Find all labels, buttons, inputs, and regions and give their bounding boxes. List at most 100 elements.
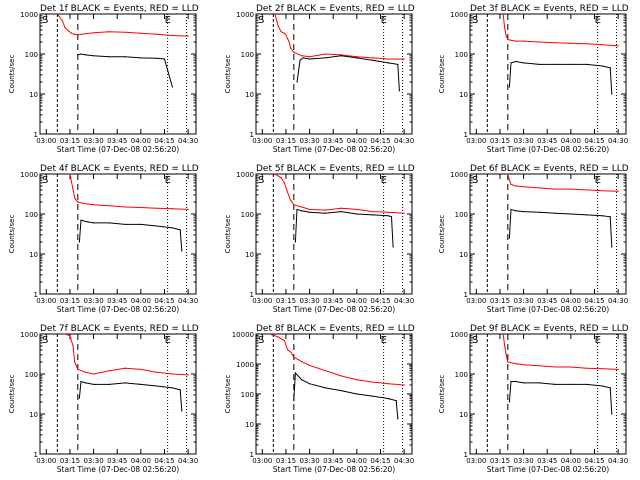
data-point <box>340 54 342 56</box>
x-tick-label: 03:15 <box>490 297 510 305</box>
x-tick-label: 04:15 <box>584 137 604 145</box>
data-point <box>611 413 613 415</box>
x-tick-label: 03:45 <box>107 457 127 465</box>
panel-title: Det 8f BLACK = Events, RED = LLD <box>256 324 415 334</box>
data-point <box>522 186 525 188</box>
data-point <box>554 188 556 190</box>
data-point <box>171 373 173 375</box>
data-point <box>308 56 311 58</box>
data-point <box>372 57 374 59</box>
y-tick-label: 10 <box>29 251 38 259</box>
panel-title: Det 1f BLACK = Events, RED = LLD <box>40 4 199 14</box>
data-point <box>538 187 540 189</box>
x-tick-label: 04:00 <box>561 137 581 145</box>
data-point <box>398 90 400 92</box>
x-tick-label: 03:30 <box>513 457 533 465</box>
plot-frame <box>469 173 627 295</box>
x-tick-label: 03:15 <box>276 297 296 305</box>
x-axis-label: Start Time (07-Dec-08 02:56:20) <box>57 145 179 154</box>
data-point <box>387 383 389 385</box>
x-axis-label: Start Time (07-Dec-08 02:56:20) <box>487 145 609 154</box>
panel-title: Det 3f BLACK = Events, RED = LLD <box>470 4 629 14</box>
data-point <box>77 34 79 36</box>
data-point <box>324 370 326 372</box>
data-point <box>372 210 374 213</box>
data-point <box>510 39 512 41</box>
chart-panel-5: Det 5f BLACK = Events, RED = LLDSE110100… <box>224 164 415 314</box>
x-tick-label: 03:30 <box>83 457 103 465</box>
data-point <box>288 41 290 43</box>
data-point <box>395 400 397 402</box>
data-point <box>293 204 295 206</box>
y-tick-label: 1000 <box>450 331 468 339</box>
data-point <box>601 44 603 46</box>
start-marker: S <box>472 15 478 26</box>
data-point <box>515 210 517 212</box>
series-line-lld <box>274 14 405 60</box>
data-point <box>522 40 525 42</box>
data-point <box>293 356 295 358</box>
data-point <box>538 365 540 367</box>
data-point <box>156 385 158 387</box>
data-point <box>74 33 76 35</box>
x-tick-label: 03:30 <box>83 297 103 305</box>
x-tick-label: 04:00 <box>347 457 367 465</box>
series-line-events <box>78 380 183 411</box>
x-tick-label: 03:30 <box>299 297 319 305</box>
x-axis-label: Start Time (07-Dec-08 02:56:20) <box>487 305 609 314</box>
data-point <box>617 190 619 192</box>
data-point <box>502 14 504 15</box>
data-point <box>64 334 66 335</box>
x-tick-label: 03:45 <box>323 137 343 145</box>
data-point <box>586 367 588 369</box>
data-point <box>324 57 326 59</box>
data-point <box>140 206 142 209</box>
x-tick-label: 04:30 <box>608 137 628 145</box>
data-point <box>179 229 181 231</box>
data-point <box>504 345 506 347</box>
data-point <box>570 188 572 190</box>
y-axis-label: Counts/sec <box>224 375 232 414</box>
data-point <box>609 387 611 389</box>
data-point <box>293 400 295 402</box>
data-point <box>554 212 556 214</box>
data-point <box>156 207 158 209</box>
y-tick-label: 1000 <box>450 11 468 19</box>
data-point <box>617 45 619 47</box>
data-point <box>403 58 405 60</box>
data-point <box>290 351 292 353</box>
data-point <box>522 210 525 213</box>
data-point <box>356 57 358 59</box>
y-tick-label: 1 <box>34 291 38 299</box>
data-point <box>507 174 509 175</box>
y-tick-label: 1000 <box>236 11 254 19</box>
x-tick-label: 03:00 <box>36 457 56 465</box>
chart-panel-3: Det 3f BLACK = Events, RED = LLDSE110100… <box>438 4 629 154</box>
y-tick-label: 1 <box>464 131 468 139</box>
data-point <box>372 381 374 383</box>
data-point <box>515 60 517 63</box>
data-point <box>85 54 87 56</box>
y-tick-label: 100 <box>241 211 254 219</box>
data-point <box>570 63 572 65</box>
x-tick-label: 04:00 <box>347 297 367 305</box>
data-point <box>308 364 311 366</box>
data-point <box>80 219 82 221</box>
y-tick-label: 1 <box>250 131 254 139</box>
x-tick-label: 03:30 <box>83 137 103 145</box>
x-tick-label: 03:15 <box>490 457 510 465</box>
data-point <box>538 63 540 65</box>
panel-title: Det 2f BLACK = Events, RED = LLD <box>256 4 415 14</box>
plot-frame <box>255 13 413 135</box>
data-point <box>611 93 613 95</box>
data-point <box>85 382 87 384</box>
data-point <box>308 208 311 211</box>
y-axis-label: Counts/sec <box>8 375 16 414</box>
data-point <box>77 54 79 56</box>
plot-frame <box>255 173 413 295</box>
x-tick-label: 04:30 <box>608 297 628 305</box>
x-tick-label: 04:30 <box>178 297 198 305</box>
start-marker: S <box>472 335 478 346</box>
data-point <box>505 354 507 356</box>
start-marker: S <box>258 15 264 26</box>
